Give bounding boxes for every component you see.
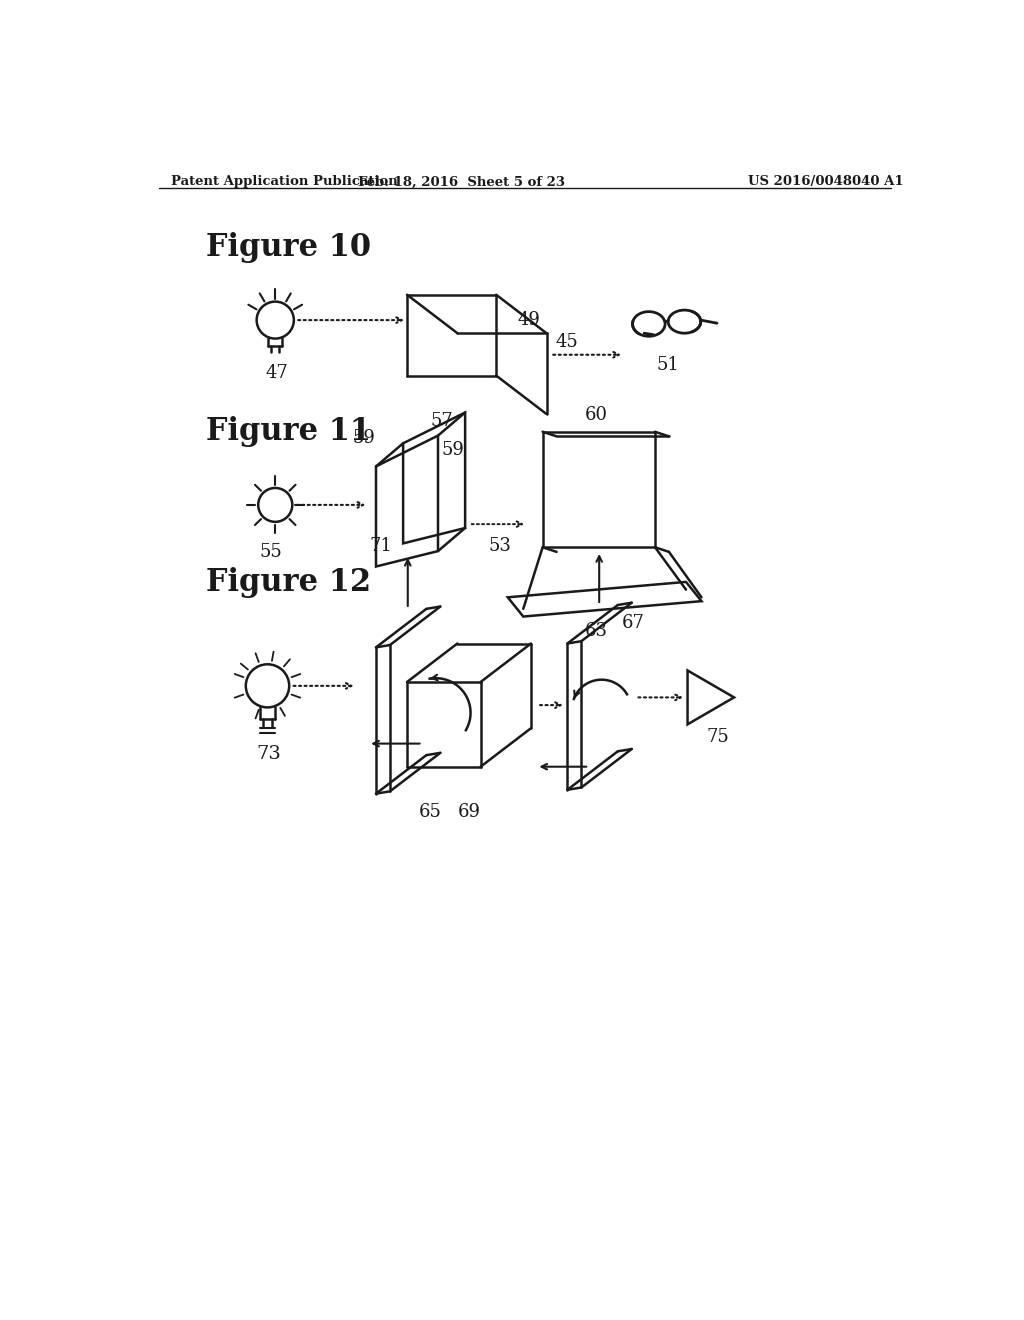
Text: US 2016/0048040 A1: US 2016/0048040 A1 xyxy=(748,176,903,189)
Text: 60: 60 xyxy=(586,407,608,424)
Text: 57: 57 xyxy=(430,412,453,430)
Text: Figure 10: Figure 10 xyxy=(206,231,371,263)
Text: 73: 73 xyxy=(256,744,281,763)
Text: Figure 12: Figure 12 xyxy=(206,566,371,598)
Text: 51: 51 xyxy=(656,356,680,374)
Text: 67: 67 xyxy=(622,614,644,632)
Text: 71: 71 xyxy=(370,537,392,556)
Text: 53: 53 xyxy=(488,537,511,556)
Text: 75: 75 xyxy=(707,729,730,746)
Text: 45: 45 xyxy=(556,333,579,351)
Text: 69: 69 xyxy=(458,803,480,821)
Text: 47: 47 xyxy=(266,364,289,381)
Text: 59: 59 xyxy=(352,429,376,447)
Text: 63: 63 xyxy=(586,622,608,640)
Text: 49: 49 xyxy=(517,312,540,330)
Text: 55: 55 xyxy=(260,544,283,561)
Text: Figure 11: Figure 11 xyxy=(206,416,371,447)
Text: Feb. 18, 2016  Sheet 5 of 23: Feb. 18, 2016 Sheet 5 of 23 xyxy=(357,176,565,189)
Text: Patent Application Publication: Patent Application Publication xyxy=(171,176,397,189)
Text: 65: 65 xyxy=(419,803,441,821)
Text: 59: 59 xyxy=(442,441,465,459)
